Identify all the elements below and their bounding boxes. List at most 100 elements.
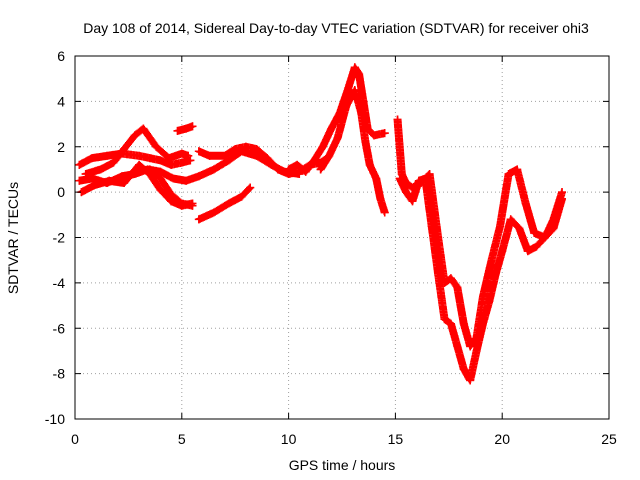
data-point: [194, 172, 203, 181]
data-point: [120, 145, 129, 154]
data-point: [188, 122, 197, 131]
data-point: [478, 292, 487, 301]
data-point: [177, 158, 186, 167]
data-markers: [75, 63, 567, 385]
data-point: [173, 126, 182, 135]
data-point: [496, 222, 505, 231]
x-axis-label: GPS time / hours: [289, 457, 396, 473]
data-point: [88, 154, 97, 163]
data-point: [310, 156, 319, 165]
data-point: [263, 154, 272, 163]
data-point: [491, 269, 500, 278]
data-point: [156, 167, 165, 176]
data-point: [393, 115, 402, 124]
data-point: [318, 142, 327, 151]
data-point: [145, 154, 154, 163]
data-point: [342, 101, 351, 110]
data-point: [316, 165, 325, 174]
data-point: [188, 201, 197, 210]
data-point: [402, 188, 411, 197]
data-point: [414, 176, 423, 185]
chart-title: Day 108 of 2014, Sidereal Day-to-day VTE…: [83, 20, 589, 36]
data-point: [237, 192, 246, 201]
series-arc-7: [194, 183, 255, 224]
y-axis-label: SDTVAR / TECUs: [5, 182, 21, 294]
data-point: [530, 228, 539, 237]
data-point: [167, 197, 176, 206]
data-point: [135, 160, 144, 169]
data-point: [357, 108, 366, 117]
data-point: [220, 151, 229, 160]
data-point: [440, 315, 449, 324]
data-point: [472, 346, 481, 355]
data-point: [75, 176, 84, 185]
data-point: [182, 176, 191, 185]
data-point: [241, 142, 250, 151]
data-point: [380, 208, 389, 217]
data-point: [372, 174, 381, 183]
data-point: [194, 215, 203, 224]
data-point: [184, 151, 193, 160]
marker-trail: [393, 115, 566, 351]
marker-trail: [395, 174, 566, 385]
x-tick-label: 0: [71, 431, 79, 447]
data-point: [446, 274, 455, 283]
data-point: [224, 199, 233, 208]
data-point: [333, 133, 342, 142]
data-point: [167, 190, 176, 199]
data-point: [485, 297, 494, 306]
data-point: [246, 183, 255, 192]
data-point: [209, 165, 218, 174]
data-point: [498, 247, 507, 256]
x-tick-label: 25: [601, 431, 617, 447]
data-point: [397, 169, 406, 178]
data-point: [361, 138, 370, 147]
data-point: [327, 124, 336, 133]
data-point: [252, 145, 261, 154]
data-point: [370, 131, 379, 140]
data-point: [90, 181, 99, 190]
series-arc-12: [395, 174, 567, 385]
data-point: [177, 149, 186, 158]
data-point: [167, 160, 176, 169]
data-point: [558, 188, 567, 197]
data-point: [380, 129, 389, 138]
data-point: [284, 165, 293, 174]
marker-trail: [284, 63, 389, 176]
data-point: [81, 169, 90, 178]
y-tick-label: 4: [57, 93, 65, 109]
marker-trail: [194, 183, 255, 224]
data-point: [532, 242, 541, 251]
data-point: [513, 165, 522, 174]
data-point: [120, 179, 129, 188]
data-point: [156, 174, 165, 183]
data-point: [344, 83, 353, 92]
data-point: [75, 160, 84, 169]
series-arc-3: [81, 124, 193, 178]
series-arc-10: [316, 86, 389, 217]
x-tick-label: 20: [494, 431, 510, 447]
x-tick-label: 5: [178, 431, 186, 447]
y-tick-label: 0: [57, 184, 65, 200]
data-point: [231, 145, 240, 154]
data-point: [105, 176, 114, 185]
series-arc-5: [145, 165, 197, 210]
data-point: [549, 224, 558, 233]
data-point: [365, 160, 374, 169]
data-point: [446, 319, 455, 328]
data-point: [427, 222, 436, 231]
data-point: [139, 124, 148, 133]
data-point: [96, 165, 105, 174]
axis-ticks: 0 5 10 15 20 25 -10 -8 -6 -4 -2 0 2 4 6: [45, 48, 617, 447]
data-point: [355, 70, 364, 79]
data-point: [408, 197, 417, 206]
data-point: [301, 167, 310, 176]
data-point: [487, 256, 496, 265]
data-point: [130, 131, 139, 140]
data-point: [504, 169, 513, 178]
data-point: [273, 165, 282, 174]
data-point: [156, 185, 165, 194]
y-tick-label: -8: [53, 366, 66, 382]
data-point: [453, 342, 462, 351]
